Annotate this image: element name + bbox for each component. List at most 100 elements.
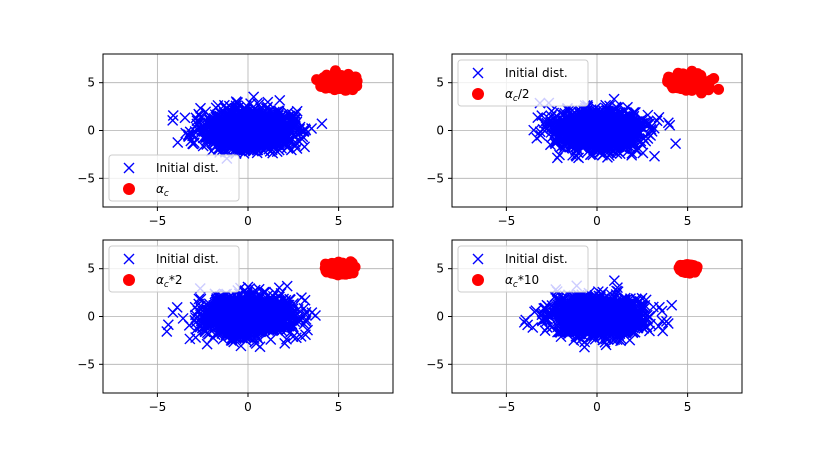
x-marker (200, 135, 212, 147)
y-tick-label: 0 (87, 124, 95, 138)
x-marker (167, 114, 179, 126)
x-marker (599, 112, 611, 124)
x-marker (261, 116, 273, 128)
x-marker (262, 137, 274, 149)
x-marker (215, 131, 227, 143)
x-marker (558, 125, 570, 137)
x-marker (273, 133, 284, 145)
x-marker (191, 115, 203, 127)
x-marker (615, 113, 627, 125)
legend-label: αc (156, 182, 169, 199)
x-marker (261, 102, 273, 114)
x-marker (597, 126, 609, 138)
x-marker (602, 146, 614, 158)
x-marker (626, 147, 638, 159)
x-marker (646, 125, 658, 137)
x-marker (283, 130, 295, 142)
x-marker (625, 118, 637, 130)
x-marker (628, 110, 640, 122)
x-marker (232, 110, 244, 122)
x-marker (590, 114, 602, 126)
x-marker (664, 119, 676, 131)
x-marker (588, 136, 600, 148)
x-marker (224, 140, 236, 152)
x-marker (546, 131, 558, 143)
x-marker (209, 109, 221, 121)
x-marker (271, 122, 283, 134)
x-marker (622, 128, 634, 140)
y-tick-label: −5 (426, 171, 444, 185)
circle-marker (695, 78, 707, 90)
x-marker (589, 107, 601, 119)
x-tick-label: 0 (593, 214, 601, 228)
x-marker (197, 140, 209, 152)
x-marker (187, 130, 199, 142)
x-marker (230, 96, 242, 108)
x-marker (290, 108, 302, 120)
x-marker (559, 135, 571, 147)
x-marker (570, 149, 582, 161)
x-marker (281, 280, 293, 292)
x-marker (257, 115, 269, 127)
x-marker (571, 129, 583, 141)
circle-marker (315, 80, 327, 92)
x-marker (182, 129, 194, 141)
x-marker (224, 121, 236, 133)
x-marker (626, 123, 638, 135)
x-tick-label: 5 (684, 214, 692, 228)
x-marker (172, 137, 184, 149)
x-marker (613, 137, 625, 149)
x-marker (206, 145, 218, 157)
x-marker (546, 105, 558, 117)
x-marker (274, 94, 286, 106)
x-marker (200, 106, 212, 118)
x-marker (653, 111, 665, 123)
circle-marker (713, 83, 725, 95)
x-marker (635, 135, 647, 147)
x-marker (670, 138, 682, 150)
x-marker (566, 140, 578, 152)
series-initial (528, 93, 682, 164)
x-marker (300, 308, 312, 320)
x-marker (240, 122, 252, 134)
series-initial (167, 91, 328, 164)
x-marker (194, 102, 206, 114)
x-marker (291, 105, 303, 117)
legend-label: αc/2 (505, 87, 530, 104)
x-marker (235, 137, 247, 149)
x-marker (225, 141, 237, 153)
x-marker (208, 112, 220, 124)
legend-x-marker (472, 67, 484, 79)
x-marker (617, 137, 629, 149)
x-marker (212, 143, 224, 155)
x-marker (288, 111, 300, 123)
x-marker (162, 319, 174, 331)
x-marker (306, 122, 318, 134)
x-marker (291, 142, 303, 154)
x-marker (248, 91, 260, 103)
x-marker (640, 135, 652, 147)
x-marker (215, 134, 227, 146)
series-final (662, 65, 725, 99)
legend-circle-marker (123, 183, 135, 195)
y-tick-label: −5 (77, 171, 95, 185)
x-marker (167, 109, 179, 121)
x-marker (179, 112, 191, 124)
y-tick-label: 0 (436, 124, 444, 138)
x-marker (536, 110, 548, 122)
x-marker (217, 137, 229, 149)
circle-marker (681, 78, 693, 90)
legend-label: Initial dist. (156, 161, 219, 175)
x-marker (575, 136, 587, 148)
x-marker (582, 133, 594, 145)
x-marker (532, 112, 544, 124)
x-marker (201, 338, 213, 350)
x-marker (528, 124, 540, 136)
legend-label: Initial dist. (505, 66, 568, 80)
x-marker (274, 121, 286, 133)
x-marker (578, 126, 590, 138)
plot-area (161, 256, 361, 353)
